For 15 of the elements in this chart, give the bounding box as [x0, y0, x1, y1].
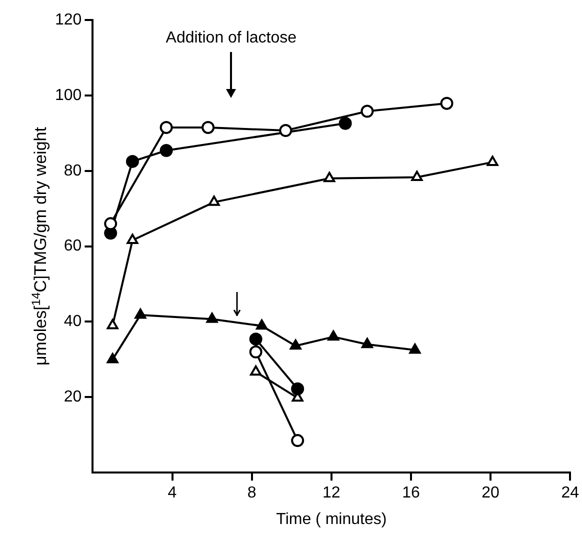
- y-tick-label: 20: [64, 388, 82, 406]
- x-tick-label: 20: [482, 484, 500, 502]
- y-axis-title: μmoles[14C]TMG/gm dry weight: [29, 126, 50, 366]
- y-tick-label: 80: [64, 162, 82, 180]
- y-tick-label: 100: [54, 86, 82, 104]
- x-tick-label: 16: [402, 484, 420, 502]
- x-tick-label: 12: [322, 484, 340, 502]
- x-tick-label: 24: [561, 484, 580, 502]
- annotation: Addition of lactose: [166, 29, 297, 46]
- x-tick-label: 4: [168, 484, 177, 502]
- y-tick-label: 40: [64, 313, 82, 330]
- y-tick-label: 60: [64, 238, 82, 255]
- x-axis-title: Time ( minutes): [276, 510, 387, 528]
- x-tick-label: 8: [247, 484, 256, 502]
- y-tick-label: 120: [54, 11, 82, 28]
